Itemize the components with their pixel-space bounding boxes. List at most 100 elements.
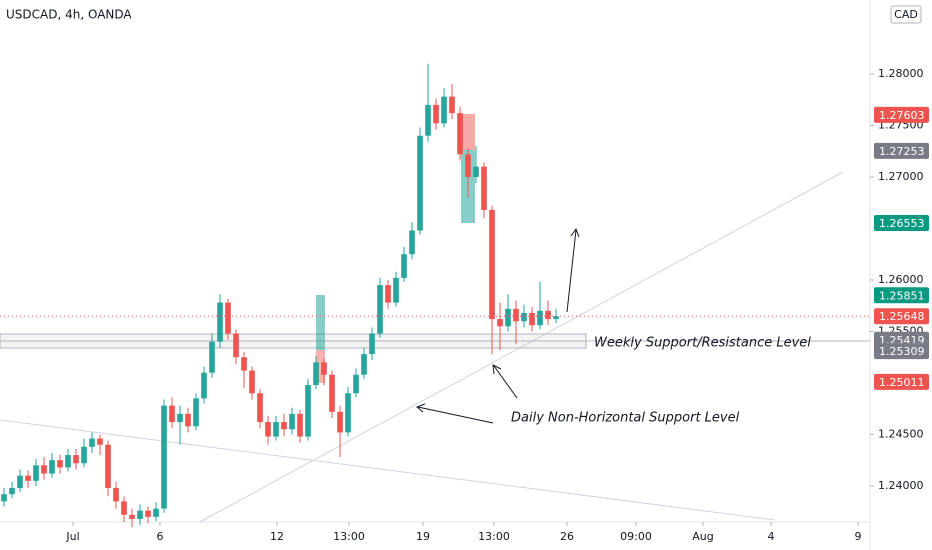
candle-body xyxy=(473,166,479,177)
candle-body xyxy=(481,166,487,210)
arrow xyxy=(566,227,580,313)
candle-body xyxy=(225,302,231,334)
candle-body xyxy=(57,460,63,468)
candle-body xyxy=(369,333,375,355)
y-tick-label: 1.24000 xyxy=(878,479,924,492)
candle-body xyxy=(425,104,431,136)
candle-body xyxy=(393,277,399,303)
candle-body xyxy=(353,374,359,394)
currency-box xyxy=(890,5,922,24)
candle-body xyxy=(25,475,31,481)
candle-body xyxy=(409,230,415,255)
candle-body xyxy=(521,312,527,322)
candle-body xyxy=(153,508,159,517)
candle-body xyxy=(249,370,255,394)
annotation: Daily Non-Horizontal Support Level xyxy=(511,411,740,426)
candle-body xyxy=(513,308,519,322)
currency-label: CAD xyxy=(894,8,918,21)
candle-body xyxy=(17,475,23,489)
x-tick-label: 13:00 xyxy=(478,530,510,543)
price-label: 1.27603 xyxy=(879,109,925,122)
x-tick-label: 4 xyxy=(768,530,775,543)
candle-body xyxy=(497,319,503,327)
position-stop xyxy=(316,350,325,383)
price-label: 1.25851 xyxy=(879,289,925,302)
candle-body xyxy=(289,413,295,430)
price-label: 1.27253 xyxy=(879,145,925,158)
candle-body xyxy=(97,438,103,445)
candle-body xyxy=(529,312,535,326)
candle-body xyxy=(305,385,311,437)
candle-body xyxy=(81,446,87,464)
candle-body xyxy=(1,494,7,502)
candle-body xyxy=(313,362,319,386)
candle-body xyxy=(433,104,439,124)
candle-body xyxy=(129,514,135,519)
candle-body xyxy=(449,96,455,114)
candle-body xyxy=(33,465,39,481)
candle-body xyxy=(401,254,407,278)
candle-body xyxy=(169,405,175,423)
candle-body xyxy=(209,341,215,373)
candle-body xyxy=(457,113,463,155)
candle-body xyxy=(417,135,423,231)
candle-body xyxy=(545,310,551,320)
candle-body xyxy=(329,374,335,412)
candles xyxy=(1,63,559,528)
candle-body xyxy=(265,422,271,437)
candle-body xyxy=(105,444,111,489)
arrow xyxy=(492,364,518,399)
candle-body xyxy=(273,422,279,437)
arrow xyxy=(416,403,494,424)
candle-body xyxy=(49,460,55,474)
candle-body xyxy=(65,455,71,468)
price-label-box xyxy=(874,214,929,231)
candle-body xyxy=(321,362,327,375)
candle-body xyxy=(297,413,303,437)
x-tick-label: 9 xyxy=(855,530,862,543)
position-stop xyxy=(461,114,475,150)
trend-line xyxy=(0,419,776,521)
x-tick-label: 12 xyxy=(270,530,284,543)
y-tick-label: 1.28000 xyxy=(878,67,924,80)
annotation: Weekly Support/Resistance Level xyxy=(594,336,811,351)
candle-body xyxy=(177,413,183,423)
price-label-box xyxy=(874,373,929,390)
price-label: 1.25648 xyxy=(879,310,925,323)
candle-body xyxy=(89,438,95,447)
price-label-box xyxy=(874,343,929,360)
price-label: 1.25309 xyxy=(879,345,925,358)
x-tick-label: 26 xyxy=(560,530,574,543)
candle-body xyxy=(193,398,199,427)
trend-line xyxy=(199,171,844,523)
candle-body xyxy=(377,285,383,334)
candle-body xyxy=(337,411,343,433)
x-tick-label: 09:00 xyxy=(620,530,652,543)
x-tick-label: 6 xyxy=(157,530,164,543)
candle-body xyxy=(161,405,167,509)
price-label-box xyxy=(874,308,929,325)
candle-body xyxy=(73,455,79,464)
candle-body xyxy=(441,96,447,124)
candle-body xyxy=(489,209,495,320)
candle-body xyxy=(385,285,391,303)
candle-body xyxy=(121,501,127,515)
price-label-box xyxy=(874,287,929,304)
candle-body xyxy=(185,413,191,427)
candle-body xyxy=(201,372,207,399)
x-tick-label: Aug xyxy=(692,530,713,543)
y-tick-label: 1.24500 xyxy=(878,427,924,440)
candle-body xyxy=(505,308,511,327)
candle-body xyxy=(537,310,543,326)
candle-body xyxy=(345,393,351,433)
candle-body xyxy=(241,357,247,371)
candle-body xyxy=(137,510,143,519)
candle-body xyxy=(553,316,559,320)
position-target xyxy=(316,295,325,350)
candle-body xyxy=(361,354,367,375)
candle-body xyxy=(145,510,151,517)
price-label-box xyxy=(874,106,929,123)
candle-body xyxy=(41,465,47,474)
